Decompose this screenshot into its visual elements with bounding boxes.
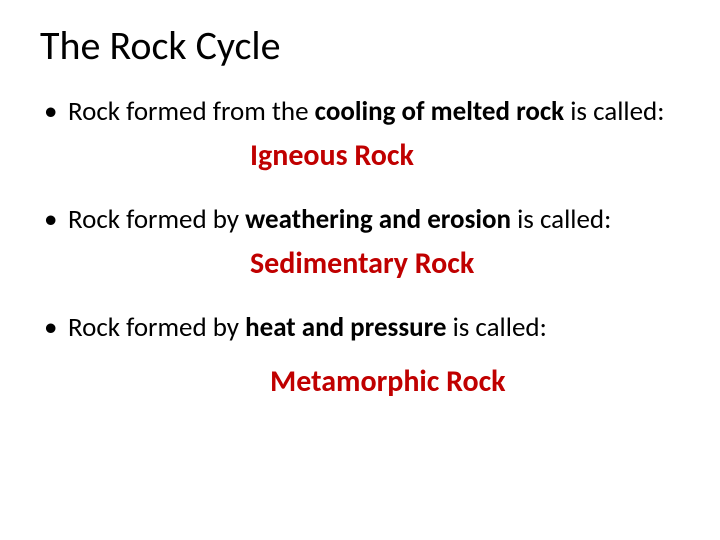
bullet-list: Rock formed by weathering and erosion is… xyxy=(40,204,680,237)
bullet-item: Rock formed from the cooling of melted r… xyxy=(40,96,680,129)
bullet-item: Rock formed by weathering and erosion is… xyxy=(40,204,680,237)
bullet-lead: Rock formed from the xyxy=(68,95,315,128)
bullet-tail: is called: xyxy=(511,203,611,236)
bullet-emph: weathering and erosion xyxy=(245,203,511,236)
bullet-list: Rock formed by heat and pressure is call… xyxy=(40,312,680,345)
bullet-item: Rock formed by heat and pressure is call… xyxy=(40,312,680,345)
answer-text: Igneous Rock xyxy=(40,137,680,174)
bullet-tail: is called: xyxy=(446,311,546,344)
bullet-lead: Rock formed by xyxy=(68,203,245,236)
bullet-list: Rock formed from the cooling of melted r… xyxy=(40,96,680,129)
slide-title: The Rock Cycle xyxy=(40,24,680,68)
bullet-lead: Rock formed by xyxy=(68,311,245,344)
bullet-tail: is called: xyxy=(564,95,664,128)
slide: The Rock Cycle Rock formed from the cool… xyxy=(0,0,720,540)
bullet-emph: heat and pressure xyxy=(245,311,446,344)
answer-text: Metamorphic Rock xyxy=(40,363,680,400)
bullet-emph: cooling of melted rock xyxy=(315,95,564,128)
answer-text: Sedimentary Rock xyxy=(40,245,680,282)
